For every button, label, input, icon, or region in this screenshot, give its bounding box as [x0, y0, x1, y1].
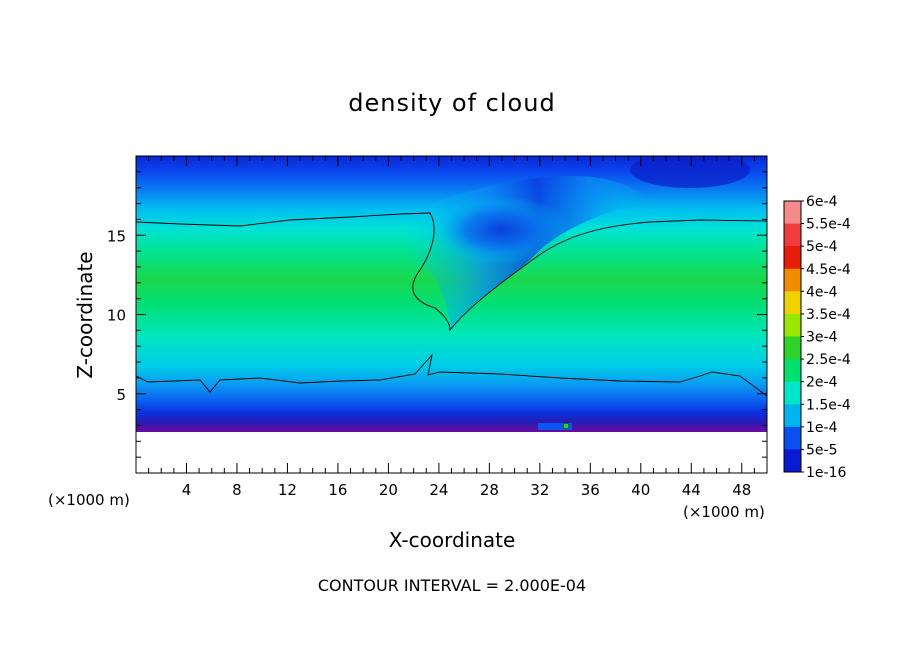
- chart-title: density of cloud: [348, 89, 555, 117]
- contour-interval-note: CONTOUR INTERVAL = 2.000E-04: [318, 576, 586, 595]
- colorbar-label: 4e-4: [806, 284, 838, 300]
- x-axis-label: X-coordinate: [389, 528, 516, 552]
- x-tick-label: 24: [429, 481, 448, 499]
- hot-spot-marker: [562, 422, 570, 430]
- x-tick-label: 4: [182, 481, 192, 499]
- upper-right-dry-core: [630, 156, 750, 188]
- y-axis: 5 10 15: [107, 171, 767, 458]
- x-axis-unit-right: (×1000 m): [683, 503, 765, 521]
- colorbar-label: 5e-4: [806, 239, 838, 255]
- x-tick-label: 44: [682, 481, 701, 499]
- x-tick-label: 32: [530, 481, 549, 499]
- colorbar-label: 1e-16: [806, 465, 846, 481]
- colorbar-label: 4.5e-4: [806, 262, 851, 278]
- colorbar-label: 2e-4: [806, 375, 838, 391]
- contour-lower: [136, 353, 767, 397]
- contour-2e-4: [136, 212, 767, 332]
- colorbar-label: 5e-5: [806, 442, 837, 458]
- x-tick-label: 28: [480, 481, 499, 499]
- x-axis-unit-left: (×1000 m): [48, 491, 130, 509]
- colorbar-label: 1.5e-4: [806, 397, 851, 413]
- colorbar-swatch: [784, 246, 801, 270]
- y-tick-label: 15: [107, 227, 126, 245]
- colorbar-label: 5.5e-4: [806, 217, 851, 233]
- dry-slot-core: [430, 195, 570, 265]
- y-tick-label: 10: [107, 307, 126, 325]
- x-tick-label: 16: [328, 481, 347, 499]
- x-tick-label: 12: [278, 481, 297, 499]
- y-tick-label: 5: [116, 386, 126, 404]
- colorbar-swatch: [784, 313, 801, 337]
- colorbar-label: 3.5e-4: [806, 307, 851, 323]
- colorbar-swatch: [784, 268, 801, 292]
- colorbar-swatch: [784, 426, 801, 450]
- colorbar-label: 6e-4: [806, 194, 838, 210]
- colorbar-swatch: [784, 449, 801, 473]
- x-tick-label: 20: [379, 481, 398, 499]
- x-tick-label: 40: [631, 481, 650, 499]
- x-tick-label: 8: [232, 481, 242, 499]
- colorbar: 6e-4 5.5e-4 5e-4 4.5e-4 4e-4 3.5e-4 3e-4 2.5e-4…: [783, 194, 851, 481]
- colorbar-swatch: [784, 404, 801, 428]
- colorbar-swatch: [784, 359, 801, 383]
- hot-spot: [538, 423, 572, 430]
- colorbar-label: 2.5e-4: [806, 352, 851, 368]
- colorbar-swatch: [784, 291, 801, 315]
- colorbar-swatch: [784, 336, 801, 360]
- plot-area: [136, 156, 767, 473]
- x-tick-label: 48: [732, 481, 751, 499]
- colorbar-label: 3e-4: [806, 330, 838, 346]
- colorbar-swatch: [784, 381, 801, 405]
- colorbar-swatch: [784, 201, 801, 225]
- colorbar-label: 1e-4: [806, 420, 838, 436]
- colorbar-swatch: [784, 223, 801, 247]
- x-axis: 4 8 12 16 20 24 28 32 36 40 44 48: [148, 156, 755, 499]
- x-tick-label: 36: [581, 481, 600, 499]
- y-axis-label: Z-coordinate: [73, 251, 97, 378]
